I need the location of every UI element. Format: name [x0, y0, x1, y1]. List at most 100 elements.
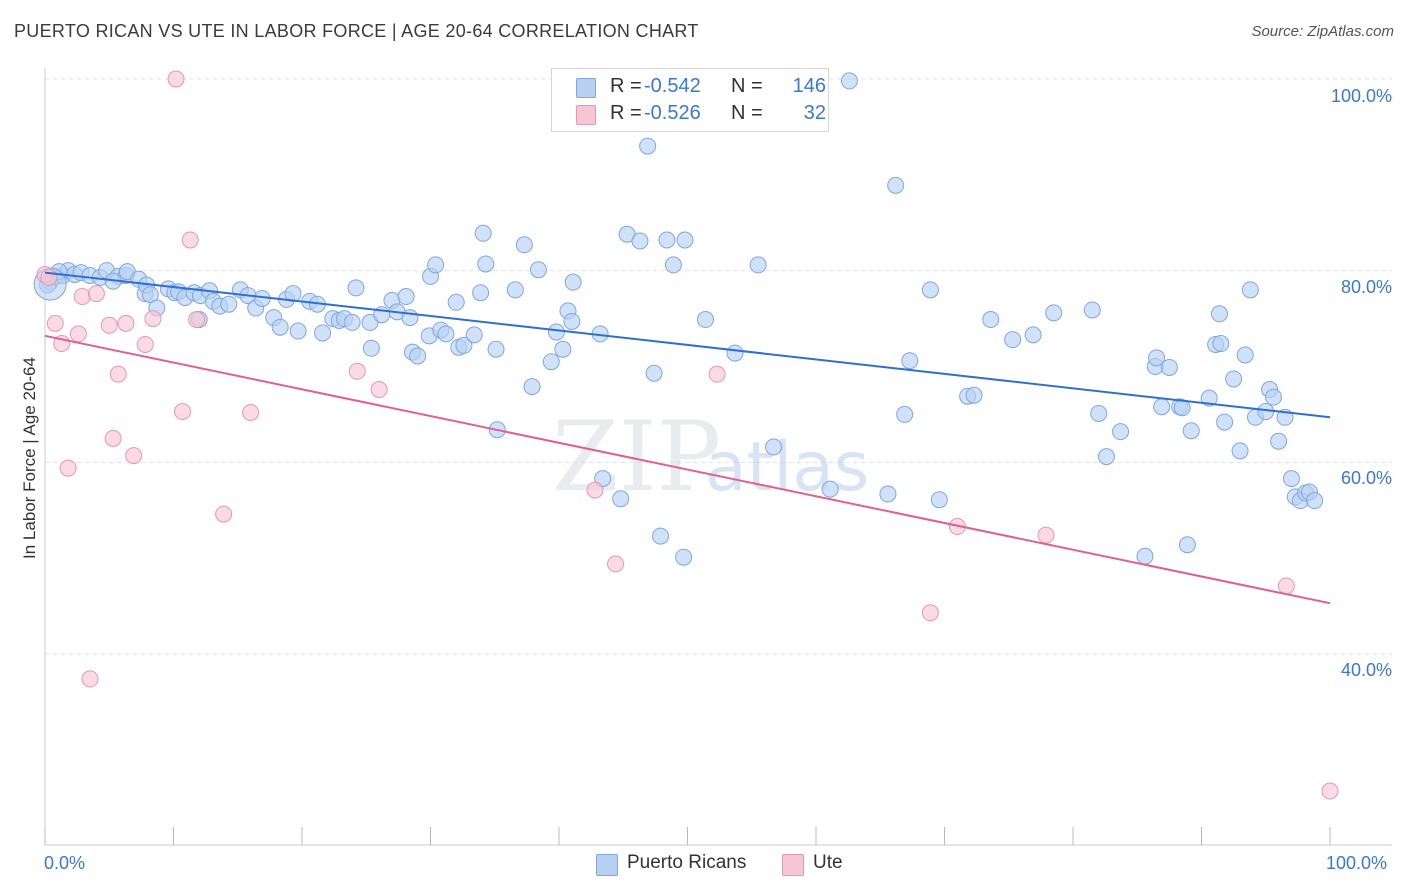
x-tick-label: 100.0%: [1326, 853, 1388, 873]
data-point-ute: [1321, 782, 1339, 800]
data-point-puerto-rican: [1270, 432, 1288, 450]
data-point-ute: [167, 70, 185, 88]
data-point-puerto-rican: [563, 312, 581, 330]
legend-swatch-blue: [576, 78, 596, 98]
data-point-puerto-rican: [840, 72, 858, 90]
data-point-puerto-rican: [1178, 536, 1196, 554]
legend-swatch-pink: [576, 105, 596, 125]
data-point-puerto-rican: [523, 378, 541, 396]
data-point-puerto-rican: [1200, 389, 1218, 407]
data-point-puerto-rican: [1090, 404, 1108, 422]
data-point-ute: [188, 311, 206, 329]
data-point-ute: [144, 310, 162, 328]
data-point-puerto-rican: [696, 311, 714, 329]
legend-label: Ute: [813, 852, 843, 873]
data-point-puerto-rican: [1306, 492, 1324, 510]
data-point-puerto-rican: [1045, 304, 1063, 322]
data-point-puerto-rican: [664, 256, 682, 274]
data-point-puerto-rican: [1264, 388, 1282, 406]
data-point-ute: [921, 604, 939, 622]
data-point-ute: [348, 362, 366, 380]
data-point-puerto-rican: [1136, 547, 1154, 565]
data-point-puerto-rican: [409, 347, 427, 365]
legend-r-value: -0.542: [644, 75, 701, 97]
data-point-puerto-rican: [1153, 398, 1171, 416]
data-point-puerto-rican: [437, 325, 455, 343]
data-point-puerto-rican: [1004, 331, 1022, 349]
y-tick-label: 60.0%: [1340, 468, 1392, 488]
chart-title: PUERTO RICAN VS UTE IN LABOR FORCE | AGE…: [14, 21, 699, 41]
data-point-puerto-rican: [465, 326, 483, 344]
data-point-puerto-rican: [879, 485, 897, 503]
data-point-ute: [1277, 577, 1295, 595]
data-point-ute: [87, 285, 105, 303]
data-point-puerto-rican: [564, 273, 582, 291]
data-point-puerto-rican: [749, 256, 767, 274]
legend-r-label: R =: [610, 102, 642, 124]
data-point-puerto-rican: [1216, 413, 1234, 431]
data-point-puerto-rican: [1148, 349, 1166, 367]
data-point-ute: [370, 381, 388, 398]
watermark-zip: ZIP: [552, 401, 721, 513]
data-point-puerto-rican: [477, 255, 495, 273]
data-point-puerto-rican: [921, 281, 939, 299]
data-point-puerto-rican: [612, 490, 630, 508]
data-point-puerto-rican: [1097, 448, 1115, 466]
data-point-puerto-rican: [887, 176, 905, 194]
data-point-ute: [1037, 526, 1055, 544]
puerto-ricans-points: [33, 70, 1324, 566]
trend-lines: [44, 271, 1331, 605]
data-point-puerto-rican: [631, 232, 649, 250]
data-point-puerto-rican: [930, 491, 948, 509]
data-point-puerto-rican: [965, 386, 983, 404]
data-point-puerto-rican: [542, 353, 560, 371]
data-point-puerto-rican: [658, 231, 676, 249]
data-point-puerto-rican: [289, 322, 307, 340]
data-point-puerto-rican: [1160, 358, 1178, 376]
y-tick-label: 40.0%: [1340, 660, 1392, 680]
legend-swatch-blue: [596, 854, 618, 876]
data-point-puerto-rican: [362, 339, 380, 357]
data-point-ute: [708, 365, 726, 383]
legend-n-label: N =: [731, 102, 763, 124]
data-point-ute: [215, 505, 233, 523]
legend-label: Puerto Ricans: [627, 852, 747, 873]
watermark: ZIP atlas: [552, 401, 869, 513]
legend-n-value: 146: [792, 75, 826, 97]
data-point-ute: [173, 403, 191, 421]
data-point-ute: [46, 314, 64, 332]
watermark-atlas: atlas: [705, 428, 869, 507]
data-point-puerto-rican: [1241, 281, 1259, 299]
data-point-puerto-rican: [982, 311, 1000, 329]
data-point-puerto-rican: [645, 364, 663, 382]
data-point-puerto-rican: [1210, 305, 1228, 323]
data-point-puerto-rican: [447, 293, 465, 311]
data-point-puerto-rican: [343, 313, 361, 331]
data-point-puerto-rican: [472, 284, 490, 302]
data-point-puerto-rican: [271, 318, 289, 336]
data-point-puerto-rican: [1112, 423, 1130, 441]
data-point-puerto-rican: [1282, 470, 1300, 488]
data-point-ute: [242, 404, 260, 421]
data-point-ute: [109, 365, 127, 383]
legend-n-label: N =: [731, 75, 763, 97]
data-point-ute: [136, 335, 154, 353]
data-point-puerto-rican: [675, 548, 693, 566]
data-point-puerto-rican: [455, 336, 473, 354]
x-tick-label: 0.0%: [44, 853, 86, 873]
legend-r-label: R =: [610, 75, 642, 97]
data-point-puerto-rican: [515, 236, 533, 254]
data-point-ute: [117, 314, 135, 332]
data-point-puerto-rican: [1236, 346, 1254, 364]
data-point-puerto-rican: [676, 231, 694, 249]
data-point-ute: [40, 268, 58, 286]
data-point-ute: [104, 429, 122, 447]
axes: [44, 68, 1392, 846]
data-point-puerto-rican: [347, 279, 365, 297]
trend-line-ute: [44, 334, 1331, 605]
data-point-ute: [81, 670, 99, 688]
data-point-ute: [59, 459, 77, 477]
data-point-ute: [73, 288, 91, 306]
data-point-ute: [125, 447, 143, 465]
